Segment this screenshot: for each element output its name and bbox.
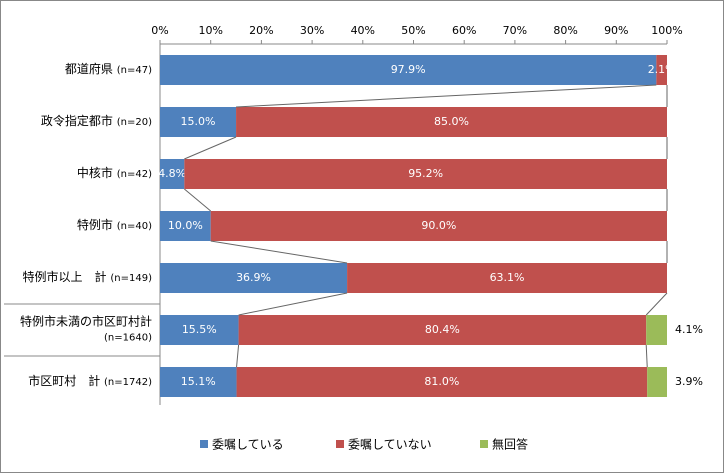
series-line (236, 84, 657, 108)
value-label: 10.0% (168, 219, 203, 232)
x-tick-label: 80% (553, 24, 577, 37)
legend-swatch (336, 440, 344, 448)
x-tick-label: 50% (401, 24, 425, 37)
x-tick-label: 0% (151, 24, 168, 37)
legend-label: 無回答 (492, 437, 528, 452)
legend-label: 委嘱していない (348, 438, 432, 452)
category-name: 特例市以上 計 (22, 270, 107, 284)
bar-segment (646, 315, 667, 345)
value-label: 3.9% (675, 375, 703, 388)
value-label: 95.2% (408, 167, 443, 180)
category-label: 市区町村 計 (n=1742) (4, 374, 152, 390)
x-tick-label: 20% (249, 24, 273, 37)
category-label: 特例市 (n=40) (4, 218, 152, 234)
bar-segment (160, 211, 211, 241)
series-line (184, 188, 212, 212)
bar-segment (210, 211, 667, 241)
bar-segment (347, 263, 667, 293)
x-tick-label: 70% (503, 24, 527, 37)
category-name: 特例市 (76, 218, 113, 232)
value-label: 63.1% (490, 271, 525, 284)
bar-segment (236, 107, 668, 137)
sample-size: (n=20) (116, 117, 152, 128)
value-label: 97.9% (391, 63, 426, 76)
legend-label: 委嘱している (212, 438, 284, 452)
x-tick-label: 30% (300, 24, 324, 37)
sample-size: (n=149) (110, 273, 152, 284)
bar-segment (160, 55, 657, 85)
value-label: 81.0% (424, 375, 459, 388)
series-line (238, 292, 348, 316)
value-label: 15.5% (182, 323, 217, 336)
sample-size: (n=1640) (104, 332, 152, 344)
category-label: 中核市 (n=42) (4, 166, 152, 182)
sample-size: (n=40) (116, 221, 152, 232)
bar-segment (160, 315, 239, 345)
value-label: 80.4% (425, 323, 460, 336)
x-tick-label: 100% (651, 24, 682, 37)
series-line (236, 344, 240, 368)
value-label: 15.1% (181, 375, 216, 388)
category-name: 特例市未満の市区町村計 (19, 314, 152, 329)
category-label: 特例市未満の市区町村計 (n=1640) (4, 315, 152, 346)
category-label: 政令指定都市 (n=20) (4, 114, 152, 130)
value-label: 4.1% (675, 323, 703, 336)
value-label: 36.9% (236, 271, 271, 284)
sample-size: (n=42) (116, 169, 152, 180)
value-label: 4.8% (158, 167, 186, 180)
series-line (210, 240, 348, 264)
category-name: 政令指定都市 (40, 114, 113, 128)
value-label: 2.1% (648, 63, 676, 76)
category-name: 都道府県 (64, 62, 113, 76)
sample-size: (n=1742) (104, 377, 152, 388)
legend-swatch (480, 440, 488, 448)
category-name: 市区町村 計 (28, 374, 101, 388)
category-label: 特例市以上 計 (n=149) (4, 270, 152, 286)
category-label: 都道府県 (n=47) (4, 62, 152, 78)
x-tick-label: 10% (198, 24, 222, 37)
x-tick-label: 40% (351, 24, 375, 37)
bar-segment (647, 367, 667, 397)
bar-segment (236, 367, 648, 397)
x-tick-label: 60% (452, 24, 476, 37)
value-label: 90.0% (421, 219, 456, 232)
value-label: 85.0% (434, 115, 469, 128)
bar-segment (184, 159, 667, 189)
series-line (645, 344, 648, 368)
bar-segment (238, 315, 647, 345)
bar-segment (160, 107, 237, 137)
value-label: 15.0% (181, 115, 216, 128)
x-tick-label: 90% (604, 24, 628, 37)
series-line (184, 136, 237, 160)
bar-segment (160, 263, 348, 293)
bar-segment (656, 55, 667, 85)
bar-segment (160, 367, 237, 397)
series-line (645, 292, 668, 316)
category-name: 中核市 (76, 166, 113, 180)
legend-swatch (200, 440, 208, 448)
bar-segment (160, 159, 185, 189)
sample-size: (n=47) (116, 65, 152, 76)
